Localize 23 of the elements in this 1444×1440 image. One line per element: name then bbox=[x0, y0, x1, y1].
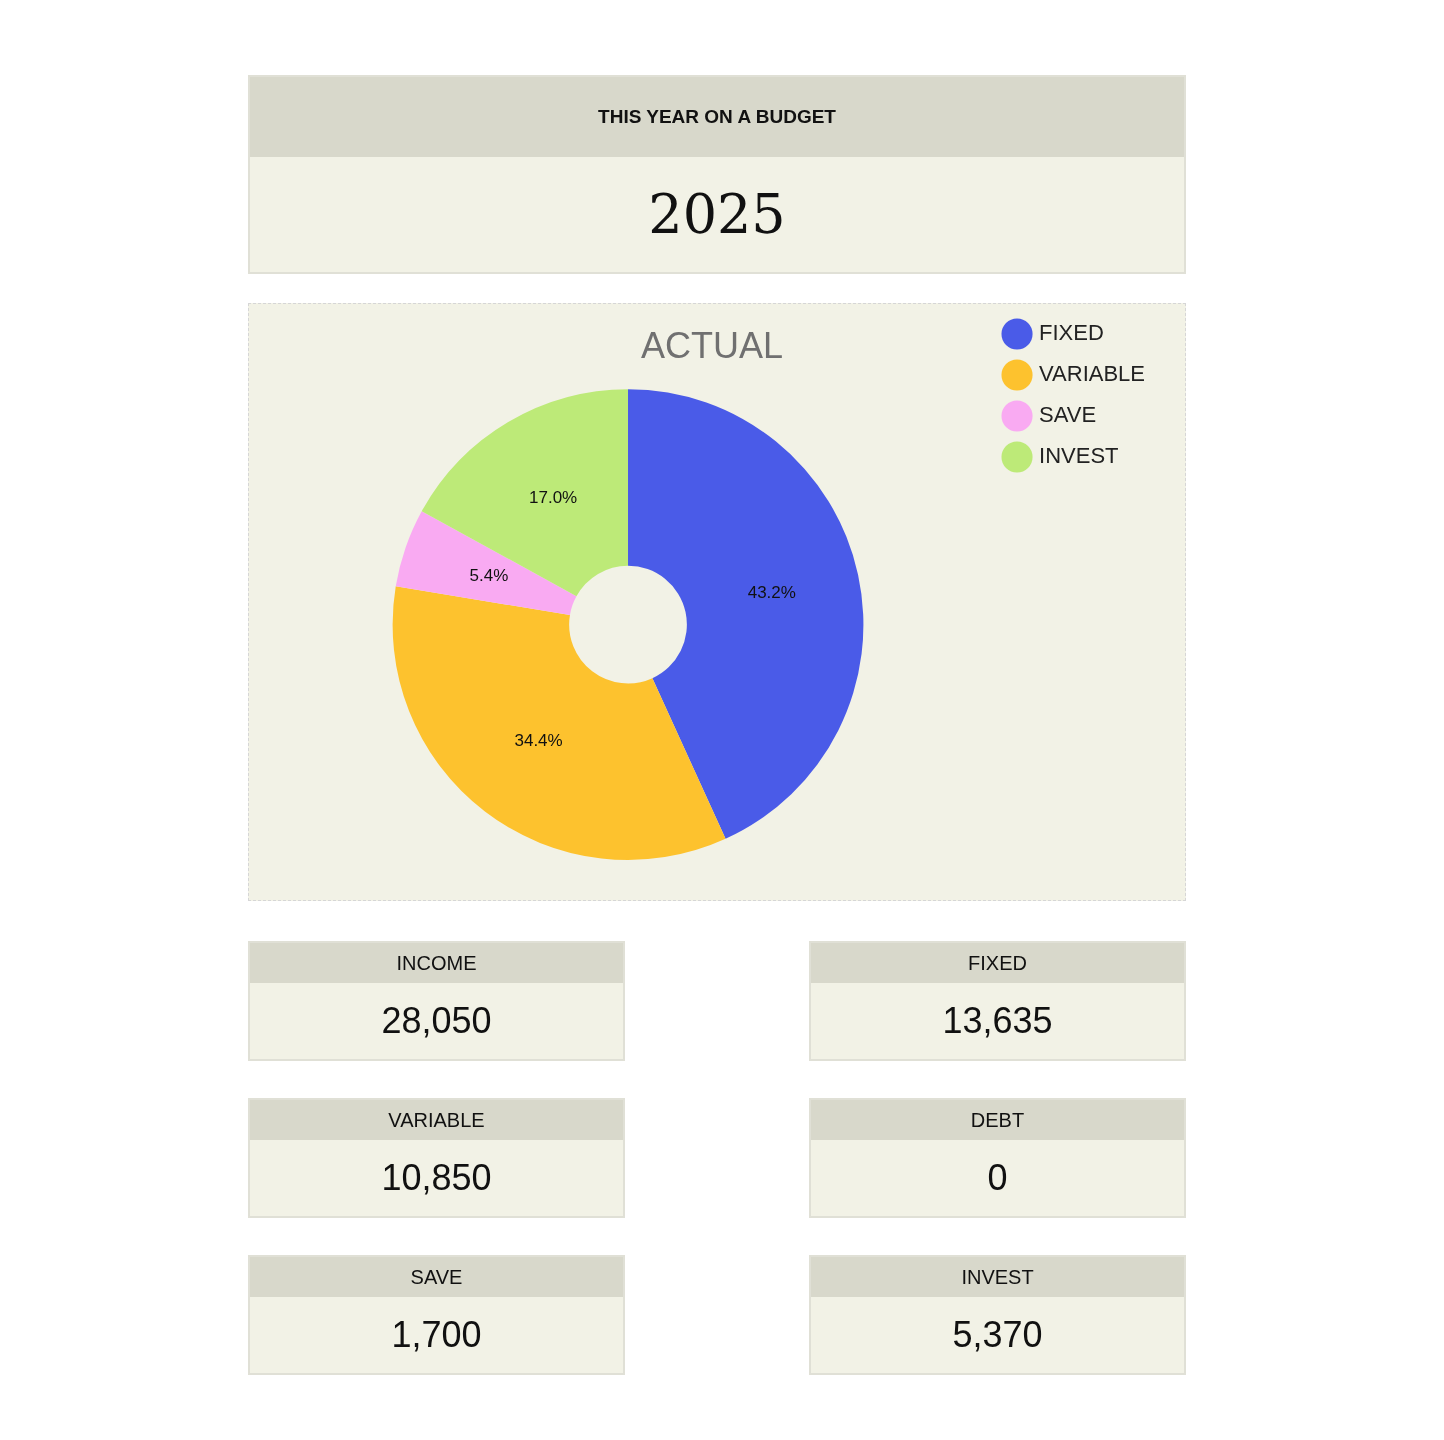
category-label: FIXED bbox=[811, 943, 1184, 983]
legend-label: VARIABLE bbox=[1039, 361, 1146, 387]
chart-title: ACTUAL bbox=[640, 324, 784, 366]
data-label: 17.0% bbox=[529, 487, 578, 507]
data-label: 34.4% bbox=[514, 731, 563, 751]
category-label: DEBT bbox=[811, 1100, 1184, 1140]
category-label: INVEST bbox=[811, 1257, 1184, 1297]
data-label: 43.2% bbox=[747, 583, 796, 603]
text: 0 bbox=[987, 1157, 1008, 1198]
category-label: VARIABLE bbox=[250, 1100, 623, 1140]
text: THIS YEAR ON A BUDGET bbox=[250, 77, 1184, 157]
text: 1,700 bbox=[391, 1314, 482, 1355]
legend-label: SAVE bbox=[1039, 402, 1097, 428]
legend-label: FIXED bbox=[1039, 320, 1104, 346]
category-label: SAVE bbox=[250, 1257, 623, 1297]
category-label: INCOME bbox=[250, 943, 623, 983]
text: 2025 bbox=[647, 182, 787, 248]
text: 10,850 bbox=[381, 1157, 492, 1198]
text: 28,050 bbox=[381, 1000, 492, 1041]
legend-label: INVEST bbox=[1039, 443, 1119, 469]
text: 13,635 bbox=[942, 1000, 1053, 1041]
text: 5,370 bbox=[952, 1314, 1043, 1355]
data-label: 5.4% bbox=[469, 566, 509, 586]
